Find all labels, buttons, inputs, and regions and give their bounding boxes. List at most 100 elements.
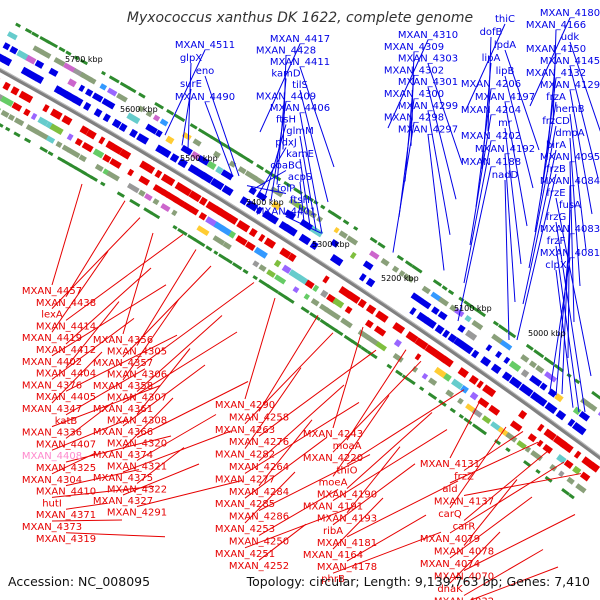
reverse-cds-feature — [573, 450, 582, 459]
reverse-gc-marker — [350, 339, 363, 349]
forward-gene-label: nadD — [492, 170, 519, 181]
reverse-misc-feature — [310, 298, 320, 307]
forward-gc-marker — [15, 22, 22, 28]
forward-gene-label: glpX — [180, 53, 202, 64]
reverse-feature — [312, 284, 320, 293]
reverse-feature — [344, 306, 353, 314]
forward-feature — [34, 59, 45, 69]
forward-gene-leader — [299, 112, 323, 234]
reverse-gene-leader — [136, 348, 191, 415]
reverse-gene-leader — [136, 447, 185, 484]
forward-misc-feature — [63, 62, 76, 73]
reverse-feature — [253, 246, 268, 259]
reverse-cds-feature — [85, 129, 97, 140]
forward-gene-label: coaBC — [270, 161, 301, 172]
forward-gene-label: MXAN_4411 — [270, 57, 330, 68]
reverse-gc-marker — [62, 159, 73, 167]
reverse-gene-leader — [332, 326, 364, 429]
reverse-cds-feature — [205, 200, 218, 212]
reverse-gc-marker — [143, 207, 153, 215]
reverse-gene-label: MXAN_4190 — [317, 490, 377, 501]
reverse-gc-marker — [334, 328, 344, 337]
reverse-feature — [23, 108, 31, 117]
reverse-misc-feature — [126, 182, 140, 194]
forward-misc-feature — [159, 118, 169, 127]
forward-gene-leader — [252, 170, 287, 190]
forward-gc-marker — [507, 331, 517, 339]
reverse-gene-leader — [65, 532, 166, 538]
reverse-gene-label: MXAN_4457 — [22, 286, 82, 297]
forward-cds-feature — [155, 144, 163, 153]
forward-feature — [437, 310, 448, 321]
reverse-gene-label: moaA — [333, 441, 362, 452]
forward-feature — [190, 151, 201, 161]
reverse-gene-leader — [51, 351, 103, 404]
reverse-gene-label: MXAN_4079 — [420, 534, 480, 545]
reverse-gene-leader — [65, 334, 178, 392]
reverse-gene-label: MXAN_4263 — [215, 425, 275, 436]
forward-gc-marker — [497, 324, 509, 334]
reverse-gc-marker — [218, 253, 228, 261]
reverse-gene-label: MXAN_4264 — [229, 462, 289, 473]
forward-cds-feature — [255, 206, 263, 215]
forward-gene-leader — [522, 149, 557, 305]
reverse-gene-label: MXAN_4308 — [107, 416, 167, 427]
forward-gene-leader — [299, 66, 335, 168]
reverse-gene-label: MXAN_4251 — [215, 549, 275, 560]
reverse-gene-leader — [136, 282, 255, 369]
reverse-cds-feature — [160, 173, 176, 187]
reverse-gc-marker — [252, 275, 258, 281]
reverse-feature — [542, 443, 553, 454]
reverse-feature — [288, 269, 300, 280]
reverse-gene-leader — [346, 446, 401, 514]
reverse-feature — [235, 235, 248, 246]
reverse-cds-feature — [154, 169, 163, 179]
reverse-gene-leader — [51, 250, 109, 333]
reverse-feature — [443, 373, 452, 382]
forward-gene-leader — [504, 153, 516, 303]
forward-cds-feature — [283, 224, 298, 237]
reverse-misc-feature — [252, 260, 260, 268]
forward-gc-marker — [80, 58, 89, 66]
reverse-feature — [66, 133, 74, 141]
forward-gc-marker — [591, 390, 600, 400]
forward-cds-feature — [1, 56, 13, 67]
reverse-gene-label: katB — [55, 416, 78, 427]
reverse-gene-label: MXAN_4305 — [107, 347, 167, 358]
forward-cds-feature — [442, 329, 450, 339]
reverse-gc-marker — [172, 224, 178, 230]
forward-gene-leader — [516, 173, 557, 341]
reverse-feature — [0, 95, 14, 107]
forward-gc-marker — [353, 225, 359, 231]
forward-misc-feature — [499, 339, 513, 351]
reverse-cds-feature — [263, 237, 277, 249]
reverse-gene-label: MXAN_4193 — [317, 514, 377, 525]
forward-gc-marker — [31, 31, 40, 38]
reverse-cds-feature — [414, 337, 429, 350]
scale-label: 5300 kbp — [312, 240, 350, 249]
reverse-gene-leader — [449, 496, 533, 559]
reverse-gc-marker — [568, 493, 575, 500]
forward-misc-feature — [333, 227, 340, 234]
forward-gene-label: MXAN_4081 — [540, 248, 600, 259]
reverse-gene-label: ald — [442, 484, 457, 495]
reverse-misc-feature — [340, 317, 353, 329]
reverse-gc-marker — [225, 258, 233, 265]
forward-gc-marker — [65, 50, 72, 56]
forward-gene-leader — [404, 75, 415, 182]
forward-gene-label: MXAN_4417 — [270, 34, 330, 45]
forward-feature — [145, 123, 158, 135]
reverse-gene-label: ribA — [323, 526, 343, 537]
reverse-gene-leader — [51, 217, 141, 309]
reverse-gene-leader — [346, 412, 433, 489]
reverse-gene-label: MXAN_4291 — [107, 508, 167, 519]
reverse-gene-label: carR — [453, 522, 476, 533]
forward-gene-label: MXAN_4180 — [540, 8, 600, 19]
reverse-gene-label: MXAN_4304 — [22, 475, 82, 486]
forward-cds-feature — [508, 376, 523, 389]
reverse-misc-feature — [357, 329, 371, 341]
reverse-gene-leader — [258, 384, 345, 462]
reverse-gene-leader — [136, 315, 223, 392]
forward-gene-label: tilS — [292, 80, 308, 91]
forward-feature — [508, 360, 522, 372]
